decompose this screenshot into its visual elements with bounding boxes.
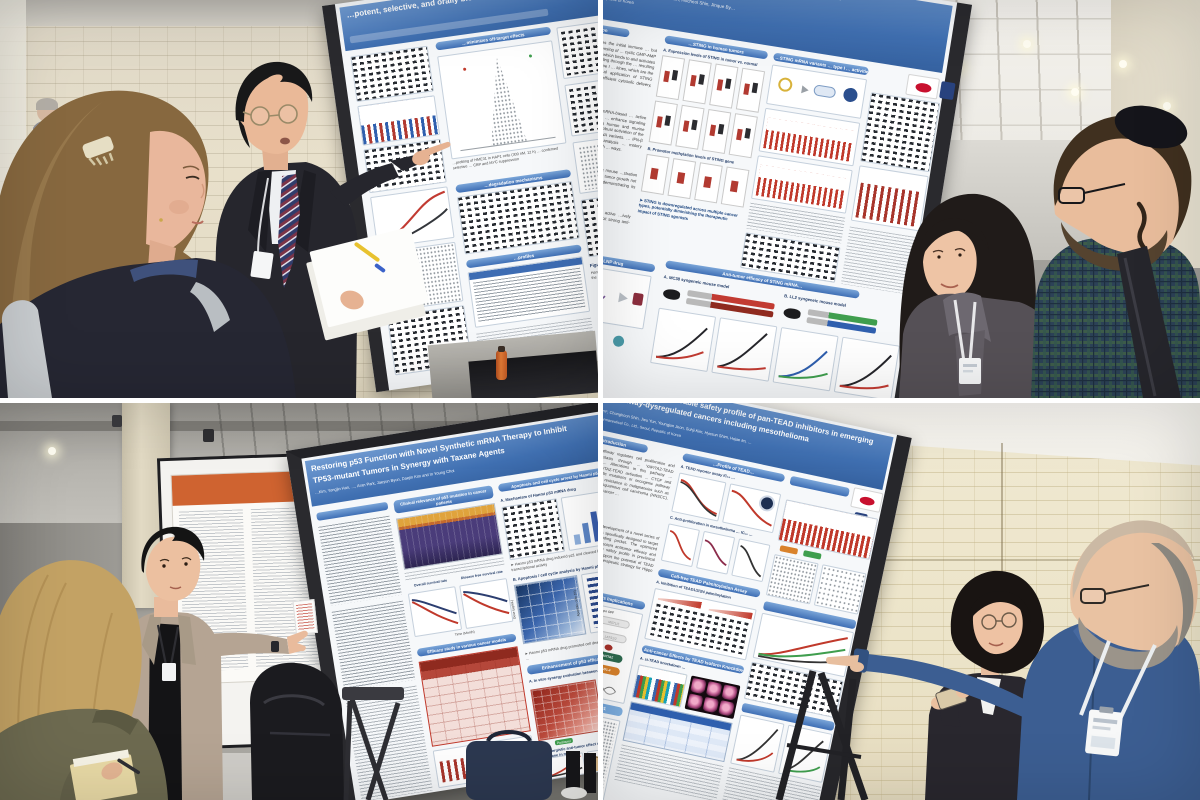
growth-curve — [711, 317, 778, 382]
pendant-light — [1023, 40, 1031, 48]
person-presenter-man-q1 — [212, 61, 451, 398]
person-attendee-man-q2 — [1031, 105, 1200, 398]
ceiling-beam — [0, 421, 598, 431]
person-attendee-woman-q1 — [0, 90, 296, 398]
people-q3 — [0, 526, 596, 800]
dose-response-curve — [731, 538, 771, 583]
attendee-feet — [561, 751, 596, 799]
person-attendee-back-q3 — [0, 560, 168, 800]
pendant-light — [1163, 102, 1171, 110]
growth-curve — [730, 714, 785, 773]
growth-curve — [833, 336, 900, 398]
people-q4 — [775, 520, 1200, 800]
people-q1 — [0, 61, 451, 398]
folding-chair — [342, 687, 404, 800]
dose-response-curve — [696, 530, 736, 575]
person-attendee-man-q4 — [826, 520, 1200, 800]
dose-response-curve — [660, 523, 700, 568]
person-presenter-woman-q2 — [899, 193, 1065, 398]
survival-curve — [407, 586, 463, 638]
growth-curve — [650, 307, 717, 373]
duffel-bag — [466, 730, 552, 800]
pendant-light — [1119, 60, 1127, 68]
bottle-cap — [498, 346, 505, 352]
water-bottle — [496, 350, 507, 380]
can-light — [112, 415, 122, 427]
backpack-on-floor — [250, 662, 344, 800]
poster-board-q2: …ed Constitutively Active STING Variant … — [603, 0, 973, 398]
photo-top-left: …potent, selective, and orally bioavaila… — [0, 0, 598, 398]
can-light — [203, 429, 214, 442]
survival-curve — [459, 578, 514, 630]
people-q2 — [899, 105, 1200, 398]
growth-curve — [772, 327, 839, 392]
photo-bottom-right: Robust efficacy and favorable safety pro… — [603, 403, 1200, 800]
poster-stand-legs — [775, 670, 869, 800]
pendant-light — [48, 447, 56, 455]
pendant-light — [1071, 88, 1079, 96]
photo-top-right: …ed Constitutively Active STING Variant … — [603, 0, 1200, 398]
wall-seam-horizontal — [883, 559, 1200, 561]
dose-response-curve — [671, 472, 727, 522]
photo-bottom-left: Restoring p53 Function with Novel Synthe… — [0, 403, 598, 800]
dose-response-curve — [722, 483, 782, 534]
